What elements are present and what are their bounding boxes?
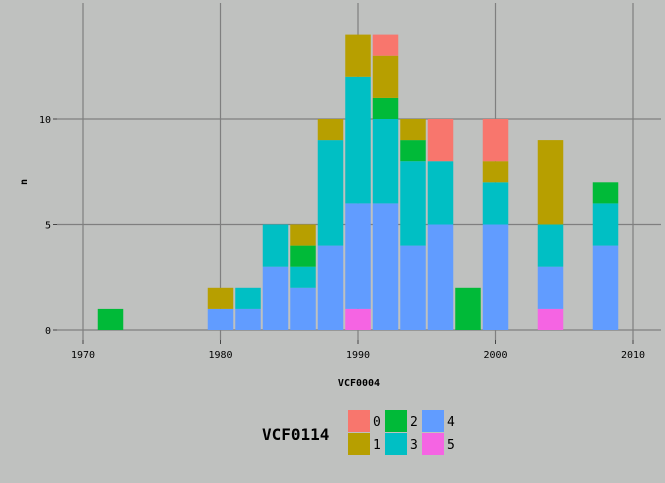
legend-key xyxy=(348,410,370,432)
y-tick-label: 10 xyxy=(39,115,51,126)
bars: 2: 14: 11: 14: 13: 14: 33: 24: 23: 12: 1… xyxy=(97,34,619,330)
bar-segment: 3: 3 xyxy=(427,161,454,225)
legend: VCF0114 0 1 2 3 4 5 xyxy=(262,410,455,455)
y-tick-label: 5 xyxy=(45,221,51,232)
bar-segment: 4: 5 xyxy=(482,224,509,330)
bar-segment: 2: 1 xyxy=(97,308,124,330)
bar-segment: 4: 1 xyxy=(207,308,234,330)
bar-segment: 3: 4 xyxy=(400,161,426,246)
bar-segment: 1: 1 xyxy=(317,119,344,141)
bar-segment: 4: 4 xyxy=(317,245,344,330)
legend-key xyxy=(422,433,444,455)
bar-segment: 4: 6 xyxy=(372,203,399,330)
bar-segment: 1: 1 xyxy=(400,119,426,141)
legend-label: 5 xyxy=(447,438,455,453)
x-axis-title: VCF0004 xyxy=(338,378,380,389)
bar-segment: 3: 1 xyxy=(290,266,316,288)
bar-segment: 3: 5 xyxy=(317,140,344,246)
bar-segment: 4: 2 xyxy=(290,287,316,330)
legend-label: 4 xyxy=(447,415,455,430)
axes: 1970 1980 1990 2000 2010 0 5 10 xyxy=(39,115,645,361)
legend-key xyxy=(348,433,370,455)
bar-segment: 4: 1 xyxy=(235,308,261,330)
y-axis-title: n xyxy=(19,179,30,185)
legend-key xyxy=(385,433,407,455)
bar-segment: 3: 2 xyxy=(537,224,564,267)
bar-segment: 2: 1 xyxy=(290,245,316,267)
bar-segment: 1: 1 xyxy=(207,287,234,309)
legend-label: 2 xyxy=(410,415,418,430)
bar-segment: 4: 4 xyxy=(592,245,619,330)
bar-segment: 4: 5 xyxy=(345,203,371,309)
x-tick-label: 2000 xyxy=(483,350,507,361)
bar-segment: 2: 2 xyxy=(455,287,481,330)
legend-key xyxy=(385,410,407,432)
legend-title: VCF0114 xyxy=(262,425,329,444)
bar-segment: 2: 1 xyxy=(400,140,426,162)
bar-segment: 2: 1 xyxy=(592,182,619,204)
bar-segment: 3: 6 xyxy=(345,76,371,204)
x-tick-label: 1990 xyxy=(346,350,370,361)
legend-label: 3 xyxy=(410,438,418,453)
bar-segment: 3: 2 xyxy=(262,224,289,267)
bar-segment: 0: 2 xyxy=(427,119,454,162)
bar-segment: 4: 3 xyxy=(262,266,289,330)
bar-segment: 4: 4 xyxy=(400,245,426,330)
bar-segment: 3: 2 xyxy=(592,203,619,246)
bar-segment: 3: 2 xyxy=(482,182,509,225)
bar-segment: 3: 1 xyxy=(235,287,261,309)
bar-segment: 1: 1 xyxy=(290,224,316,246)
bar-segment: 4: 2 xyxy=(537,266,564,309)
x-tick-label: 2010 xyxy=(621,350,645,361)
bar-segment: 1: 2 xyxy=(372,55,399,98)
bar-segment: 1: 1 xyxy=(482,161,509,183)
legend-label: 0 xyxy=(373,415,381,430)
bar-segment: 5: 1 xyxy=(537,308,564,330)
bar-segment: 5: 1 xyxy=(345,308,371,330)
legend-key xyxy=(422,410,444,432)
bar-segment: 1: 4 xyxy=(537,140,564,225)
bar-segment: 1: 2 xyxy=(345,34,371,77)
bar-segment: 0: 1 xyxy=(372,34,399,56)
bar-segment: 4: 5 xyxy=(427,224,454,330)
y-tick-label: 0 xyxy=(45,326,51,337)
bar-segment: 3: 4 xyxy=(372,119,399,204)
bar-segment: 0: 2 xyxy=(482,119,509,162)
bar-segment: 2: 1 xyxy=(372,97,399,119)
legend-label: 1 xyxy=(373,438,381,453)
x-tick-label: 1980 xyxy=(208,350,232,361)
x-tick-label: 1970 xyxy=(71,350,95,361)
